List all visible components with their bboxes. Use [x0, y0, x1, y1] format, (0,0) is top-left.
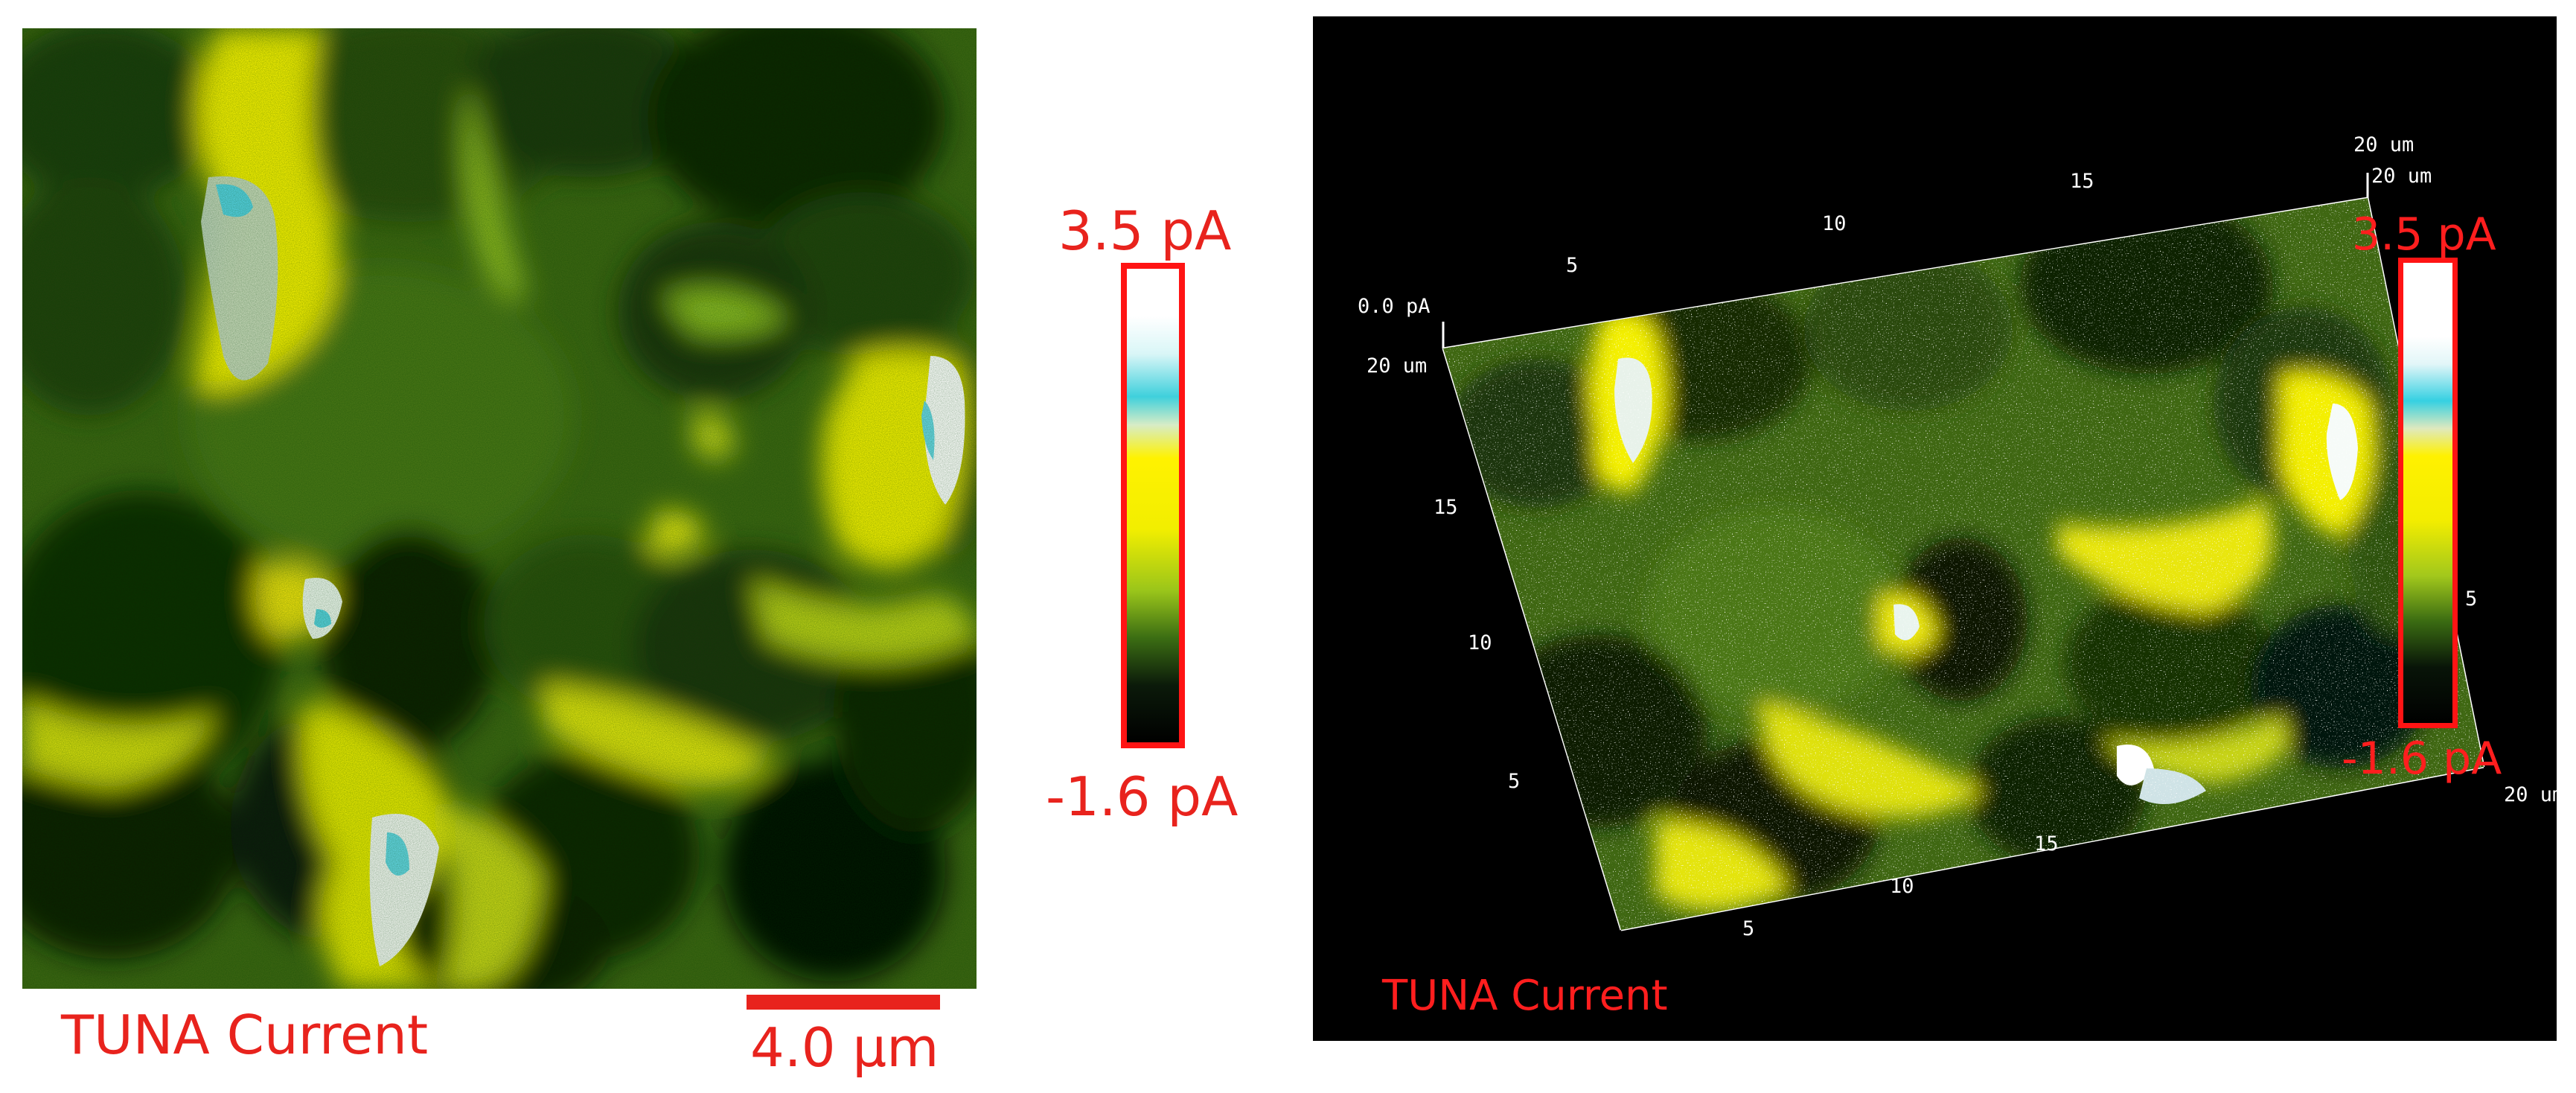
left-title: TUNA Current	[61, 1004, 429, 1066]
left-y-tick-20: 20 um	[1367, 354, 1427, 377]
left-y-tick-15: 15	[1434, 496, 1458, 519]
back-x-tick-5: 5	[1566, 254, 1578, 277]
left-y-tick-10: 10	[1468, 631, 1492, 654]
back-corner-label: 20 um	[2371, 165, 2432, 188]
right-title: TUNA Current	[1382, 972, 1668, 1020]
back-x-tick-10: 10	[1822, 212, 1847, 235]
back-x-tick-15: 15	[2070, 170, 2094, 193]
front-x-tick-15: 15	[2034, 832, 2059, 855]
right-y-tick-5: 5	[2465, 587, 2477, 611]
left-y-tick-5: 5	[1508, 770, 1520, 793]
tuna-current-3d-panel: 0.0 pA 5 10 15 20 um 20 um 20 um 15 10 5…	[1313, 16, 2557, 1041]
scale-bar-label: 4.0 μm	[750, 1016, 939, 1079]
front-x-tick-20: 20 um	[2504, 783, 2557, 806]
left-colorbar-max-label: 3.5 pA	[1058, 200, 1232, 262]
left-colorbar	[1121, 263, 1185, 748]
scale-bar	[747, 995, 940, 1010]
back-x-tick-20: 20 um	[2353, 133, 2414, 156]
front-x-tick-10: 10	[1890, 875, 1914, 898]
right-colorbar-max-label: 3.5 pA	[2352, 208, 2496, 261]
z-axis-label: 0.0 pA	[1358, 295, 1431, 318]
left-colorbar-min-label: -1.6 pA	[1046, 765, 1239, 828]
front-x-tick-5: 5	[1742, 917, 1754, 940]
tuna-current-2d-map	[22, 28, 977, 989]
right-colorbar	[2398, 258, 2458, 728]
right-colorbar-min-label: -1.6 pA	[2342, 733, 2502, 785]
